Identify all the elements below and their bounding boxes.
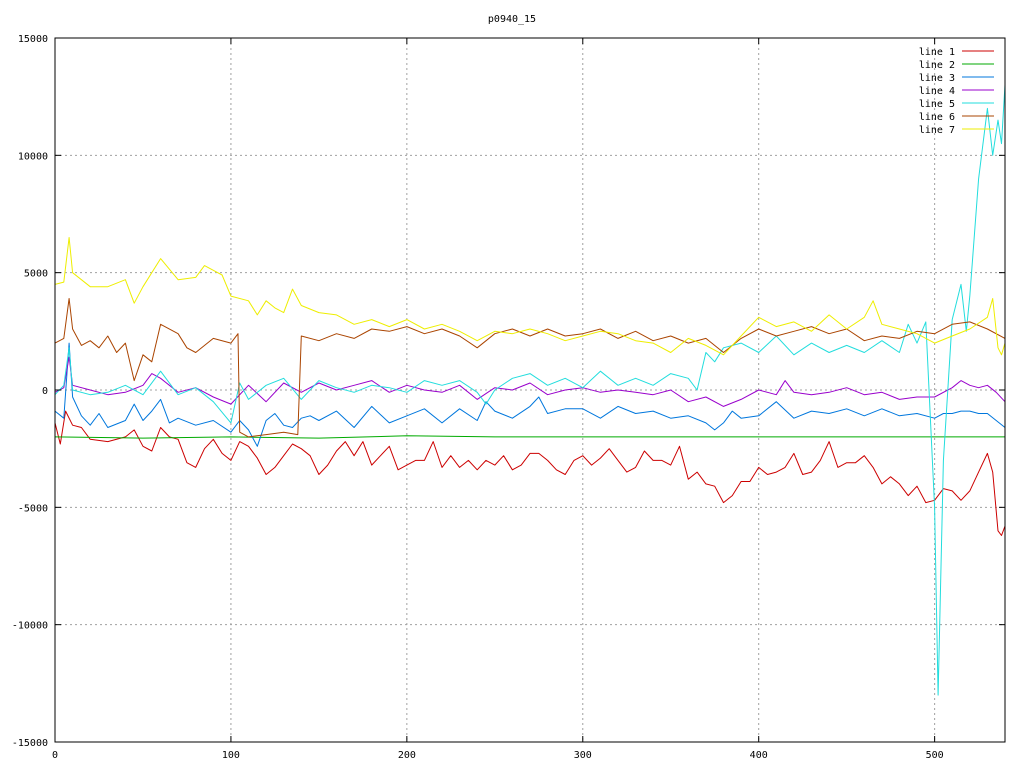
y-tick-label: -10000 xyxy=(12,621,48,632)
series-line-2 xyxy=(54,435,1005,439)
legend-label-6: line 6 xyxy=(919,112,955,123)
y-tick-label: 10000 xyxy=(18,151,48,162)
x-tick-label: 100 xyxy=(222,750,240,761)
legend-label-5: line 5 xyxy=(919,99,955,110)
series-line-4 xyxy=(54,356,1006,407)
legend-label-1: line 1 xyxy=(919,47,955,58)
series-line-7 xyxy=(54,237,1006,356)
x-tick-label: 500 xyxy=(926,750,944,761)
y-tick-label: -5000 xyxy=(18,503,48,514)
legend-label-7: line 7 xyxy=(919,125,955,136)
legend-label-2: line 2 xyxy=(919,60,955,71)
x-tick-label: 400 xyxy=(750,750,768,761)
legend: line 1 line 2 line 3 line 4 line 5 line 6 line… xyxy=(919,47,994,136)
series-lines xyxy=(54,84,1006,696)
y-tick-label: 5000 xyxy=(24,269,48,280)
series-line-5 xyxy=(54,84,1006,696)
x-tick-label: 0 xyxy=(52,750,58,761)
x-tick-label: 300 xyxy=(574,750,592,761)
legend-label-4: line 4 xyxy=(919,86,955,97)
chart-title: p0940_15 xyxy=(488,14,536,25)
series-line-6 xyxy=(54,298,1006,438)
axis-ticks: 0 100 200 300 400 500 -15000 -10000 -5000 0 5000 10… xyxy=(12,34,1005,761)
series-line-3 xyxy=(54,342,1006,447)
series-line-1 xyxy=(54,410,1006,536)
y-tick-label: -15000 xyxy=(12,738,48,749)
legend-label-3: line 3 xyxy=(919,73,955,84)
y-tick-label: 15000 xyxy=(18,34,48,45)
y-tick-label: 0 xyxy=(42,386,48,397)
x-tick-label: 200 xyxy=(398,750,416,761)
